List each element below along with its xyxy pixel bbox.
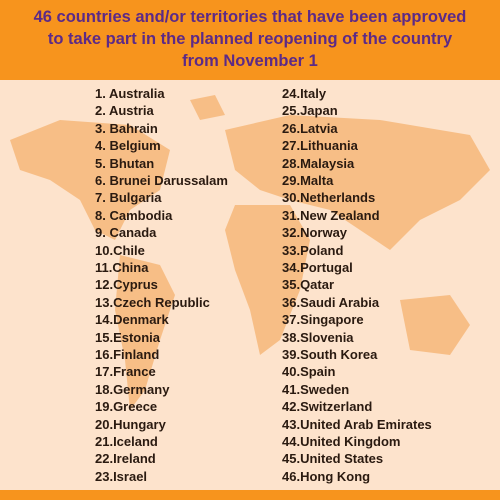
- list-item: 31.New Zealand: [282, 207, 380, 223]
- list-item: 5. Bhutan: [95, 155, 155, 171]
- list-item: 36.Saudi Arabia: [282, 294, 380, 310]
- list-item: 34.Portugal: [282, 260, 353, 275]
- list-item: 8. Cambodia: [95, 207, 173, 223]
- list-item: 41.Sweden: [282, 381, 350, 397]
- list-item: 26.Latvia: [282, 120, 338, 136]
- list-item: 40.Spain: [282, 364, 336, 380]
- list-item: 24.Italy: [282, 86, 327, 101]
- list-item: 21.Iceland: [95, 434, 158, 449]
- footer-band: [0, 490, 500, 500]
- list-item: 16.Finland: [95, 347, 160, 362]
- list-item: 4. Belgium: [95, 138, 161, 154]
- list-item: 3. Bahrain: [95, 120, 158, 136]
- list-item: 18.Germany: [95, 381, 170, 397]
- list-item: 45.United States: [282, 451, 384, 467]
- list-item: 32.Norway: [282, 225, 348, 241]
- list-item: 20.Hungary: [95, 416, 166, 432]
- list-item: 14.Denmark: [95, 312, 169, 328]
- header: 46 countries and/or territories that hav…: [0, 0, 500, 80]
- world-map: [10, 95, 490, 410]
- list-item: 27.Lithuania: [282, 138, 358, 154]
- list-item: 38.Slovenia: [282, 329, 354, 345]
- list-item: 35.Qatar: [282, 277, 335, 293]
- list-item: 2. Austria: [95, 103, 154, 119]
- list-item: 39.South Korea: [282, 347, 378, 362]
- list-item: 29.Malta: [282, 173, 334, 188]
- list-item: 42.Switzerland: [282, 399, 373, 415]
- list-item: 15.Estonia: [95, 329, 161, 345]
- list-item: 22.Ireland: [95, 451, 156, 467]
- list-item: 6. Brunei Darussalam: [95, 173, 228, 188]
- list-item: 44.United Kingdom: [282, 434, 401, 449]
- list-item: 10.Chile: [95, 242, 145, 258]
- list-item: 12.Cyprus: [95, 277, 158, 293]
- list-item: 23.Israel: [95, 468, 148, 484]
- list-item: 28.Malaysia: [282, 155, 355, 171]
- list-item: 33.Poland: [282, 242, 344, 258]
- list-item: 1. Australia: [95, 86, 165, 101]
- list-item: 17.France: [95, 364, 156, 380]
- list-item: 9. Canada: [95, 225, 157, 241]
- list-item: 43.United Arab Emirates: [282, 416, 432, 432]
- title-line: to take part in the planned reopening of…: [47, 30, 453, 48]
- list-item: 13.Czech Republic: [95, 294, 210, 310]
- title-line: 46 countries and/or territories that hav…: [33, 8, 467, 26]
- list-item: 19.Greece: [95, 399, 158, 415]
- title-line: from November 1: [182, 52, 318, 70]
- list-item: 30.Netherlands: [282, 190, 376, 206]
- list-item: 46.Hong Kong: [282, 468, 371, 484]
- list-item: 11.China: [95, 260, 149, 275]
- list-item: 25.Japan: [282, 103, 338, 119]
- list-item: 37.Singapore: [282, 312, 364, 328]
- list-item: 7. Bulgaria: [95, 190, 162, 206]
